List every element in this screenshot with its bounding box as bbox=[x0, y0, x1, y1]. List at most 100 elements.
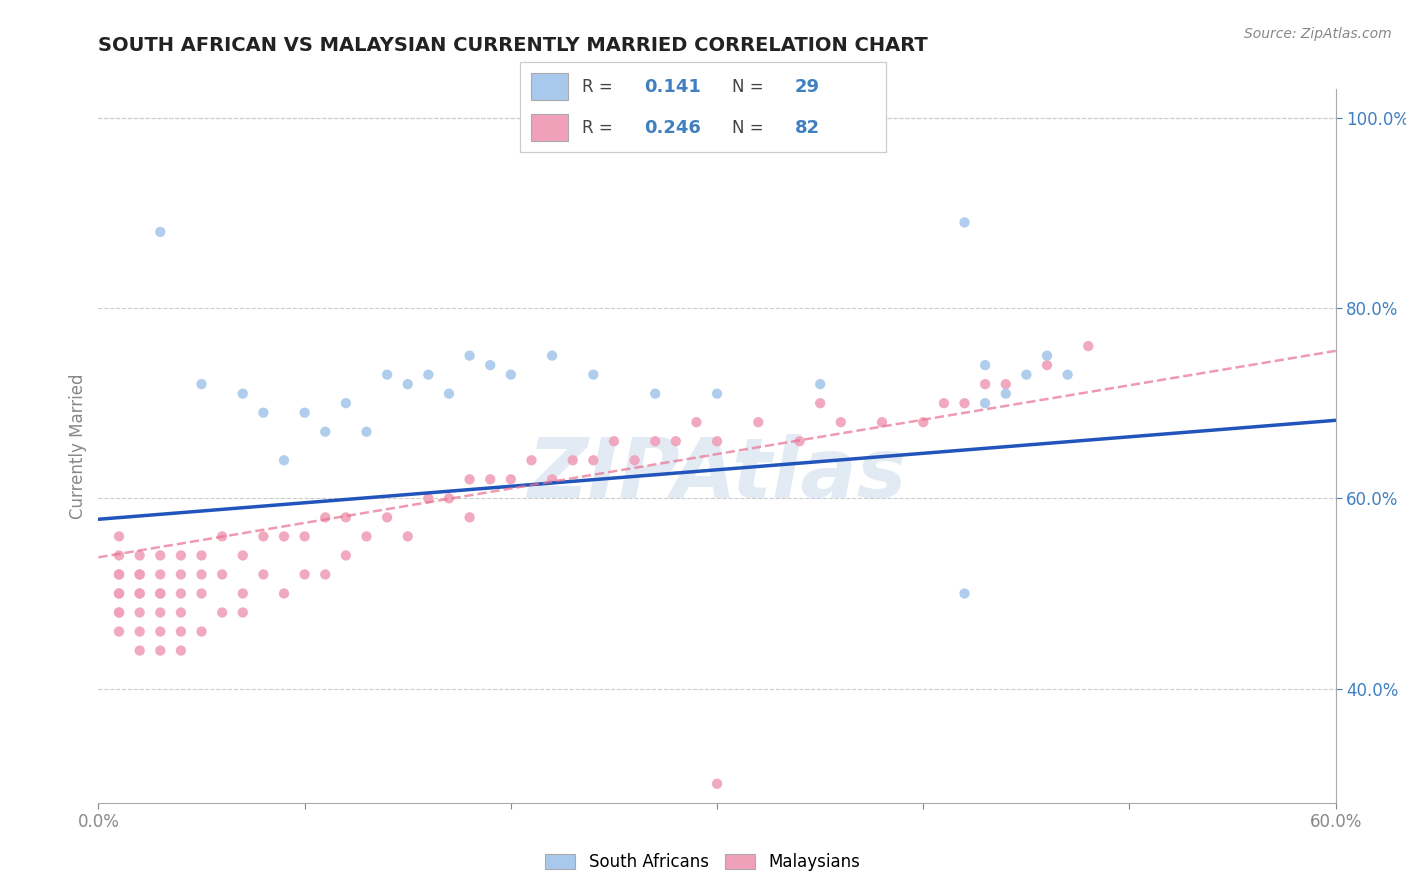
Point bbox=[396, 529, 419, 543]
Point bbox=[149, 643, 172, 657]
Point bbox=[232, 386, 254, 401]
Point bbox=[458, 510, 481, 524]
Point bbox=[273, 529, 295, 543]
Point bbox=[541, 349, 564, 363]
Point bbox=[458, 472, 481, 486]
Point bbox=[128, 567, 150, 582]
Point bbox=[170, 567, 193, 582]
Point bbox=[314, 510, 336, 524]
Point bbox=[747, 415, 769, 429]
Point bbox=[458, 349, 481, 363]
Point bbox=[932, 396, 955, 410]
Point bbox=[108, 606, 131, 620]
Point bbox=[706, 434, 728, 449]
Point bbox=[211, 606, 233, 620]
Point bbox=[108, 606, 131, 620]
Point bbox=[335, 510, 357, 524]
Text: 82: 82 bbox=[794, 119, 820, 136]
Point bbox=[335, 396, 357, 410]
Point bbox=[170, 624, 193, 639]
Point bbox=[953, 586, 976, 600]
Point bbox=[499, 472, 522, 486]
Text: Source: ZipAtlas.com: Source: ZipAtlas.com bbox=[1244, 27, 1392, 41]
Point bbox=[170, 643, 193, 657]
FancyBboxPatch shape bbox=[531, 114, 568, 141]
Point bbox=[335, 549, 357, 563]
Point bbox=[294, 567, 316, 582]
Point bbox=[808, 377, 831, 392]
Point bbox=[418, 368, 440, 382]
Point bbox=[149, 606, 172, 620]
Point bbox=[499, 368, 522, 382]
Point bbox=[974, 396, 997, 410]
Point bbox=[479, 472, 502, 486]
Point bbox=[128, 643, 150, 657]
Point bbox=[149, 567, 172, 582]
Point bbox=[294, 406, 316, 420]
Point bbox=[128, 586, 150, 600]
Point bbox=[912, 415, 935, 429]
Point bbox=[211, 567, 233, 582]
Point bbox=[190, 586, 212, 600]
Text: 0.141: 0.141 bbox=[644, 78, 702, 95]
Text: 0.246: 0.246 bbox=[644, 119, 702, 136]
Point bbox=[108, 567, 131, 582]
Point bbox=[1036, 349, 1059, 363]
Point bbox=[108, 586, 131, 600]
Point bbox=[128, 567, 150, 582]
Point bbox=[108, 624, 131, 639]
Point bbox=[108, 529, 131, 543]
Point bbox=[190, 624, 212, 639]
Point bbox=[520, 453, 543, 467]
Point bbox=[190, 549, 212, 563]
Point bbox=[685, 415, 707, 429]
Point bbox=[1077, 339, 1099, 353]
Text: R =: R = bbox=[582, 78, 619, 95]
Point bbox=[128, 624, 150, 639]
Point bbox=[974, 377, 997, 392]
Point bbox=[356, 425, 378, 439]
Point bbox=[706, 386, 728, 401]
Point bbox=[644, 434, 666, 449]
Point bbox=[294, 529, 316, 543]
Point bbox=[149, 586, 172, 600]
Text: SOUTH AFRICAN VS MALAYSIAN CURRENTLY MARRIED CORRELATION CHART: SOUTH AFRICAN VS MALAYSIAN CURRENTLY MAR… bbox=[98, 36, 928, 54]
Point bbox=[211, 529, 233, 543]
Point bbox=[170, 606, 193, 620]
Point bbox=[108, 567, 131, 582]
Point bbox=[190, 567, 212, 582]
Point bbox=[953, 396, 976, 410]
Text: ZIPAtlas: ZIPAtlas bbox=[527, 434, 907, 515]
Point bbox=[994, 386, 1017, 401]
Point bbox=[252, 567, 274, 582]
Point bbox=[1036, 358, 1059, 372]
Point bbox=[1056, 368, 1078, 382]
Point bbox=[314, 425, 336, 439]
Point bbox=[149, 549, 172, 563]
Point bbox=[1015, 368, 1038, 382]
Point bbox=[108, 549, 131, 563]
Point bbox=[479, 358, 502, 372]
Point bbox=[789, 434, 811, 449]
Point bbox=[190, 377, 212, 392]
Point bbox=[870, 415, 893, 429]
Point bbox=[603, 434, 626, 449]
Point bbox=[582, 368, 605, 382]
Point bbox=[375, 510, 398, 524]
Text: R =: R = bbox=[582, 119, 619, 136]
Point bbox=[252, 529, 274, 543]
Text: 29: 29 bbox=[794, 78, 820, 95]
Point bbox=[974, 358, 997, 372]
Point bbox=[706, 777, 728, 791]
Y-axis label: Currently Married: Currently Married bbox=[69, 373, 87, 519]
Point bbox=[252, 406, 274, 420]
Point bbox=[108, 586, 131, 600]
Point bbox=[582, 453, 605, 467]
Point bbox=[665, 434, 688, 449]
Point bbox=[128, 549, 150, 563]
Point bbox=[561, 453, 583, 467]
Point bbox=[541, 472, 564, 486]
Point bbox=[375, 368, 398, 382]
Legend: South Africans, Malaysians: South Africans, Malaysians bbox=[537, 845, 869, 880]
Point bbox=[396, 377, 419, 392]
